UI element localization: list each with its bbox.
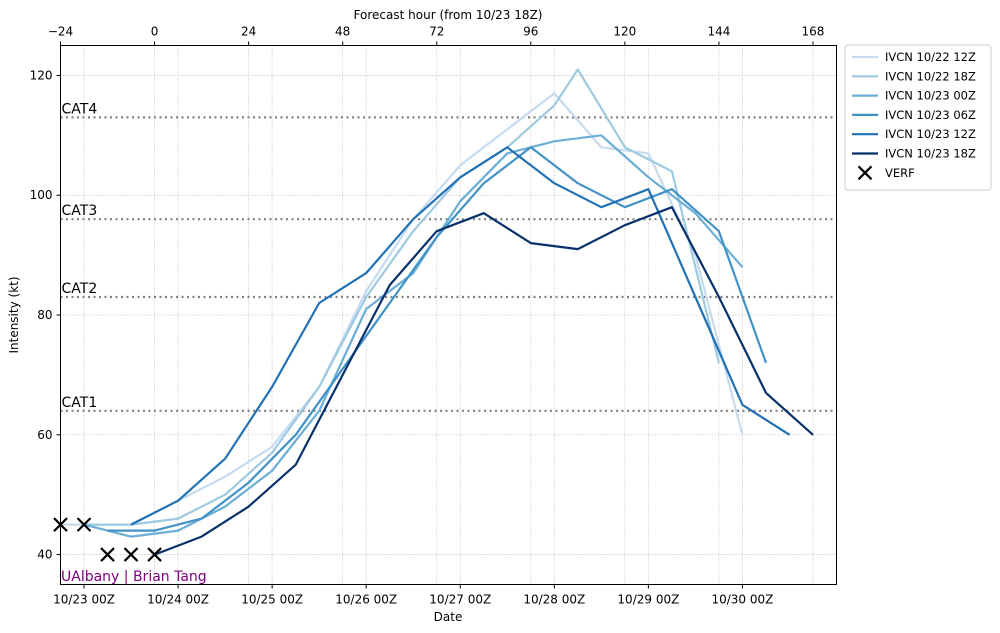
verf-marker-stroke xyxy=(147,547,162,562)
top-tick-label: 120 xyxy=(613,25,636,39)
x-tick-label: 10/23 00Z xyxy=(53,593,115,607)
verf-marker xyxy=(123,547,139,562)
legend: IVCN 10/22 12Z IVCN 10/22 18Z IVCN 10/23 0… xyxy=(844,44,992,191)
verification-markers xyxy=(53,517,162,562)
top-tick-label: 0 xyxy=(151,25,159,39)
x-tick-label: 10/29 00Z xyxy=(617,593,679,607)
series-line xyxy=(107,146,768,532)
x-tick-label: 10/27 00Z xyxy=(429,593,491,607)
category-label: CAT2 xyxy=(62,281,98,297)
category-label: CAT4 xyxy=(62,101,98,117)
category-lines: CAT1 CAT2 CAT3 CAT4 xyxy=(60,101,837,412)
x-axis-title: Date xyxy=(434,610,463,624)
legend-label: IVCN 10/23 00Z xyxy=(885,89,976,103)
category-label: CAT1 xyxy=(62,395,98,411)
verf-marker xyxy=(100,547,115,562)
verf-marker-stroke xyxy=(76,517,92,532)
plot-frame xyxy=(60,45,837,585)
series-lines xyxy=(60,68,814,556)
series-line xyxy=(154,206,814,556)
legend-verf-marker xyxy=(857,165,873,181)
legend-label: IVCN 10/23 12Z xyxy=(885,127,976,141)
y-tick-label: 100 xyxy=(30,188,53,202)
series-line xyxy=(83,134,744,538)
y-tick-label: 120 xyxy=(30,68,53,82)
top-tick-label: 48 xyxy=(335,25,350,39)
y-tick-label: 60 xyxy=(37,428,52,442)
top-tick-label: 168 xyxy=(802,25,825,39)
top-tick-label: −24 xyxy=(48,25,73,39)
series-line xyxy=(130,146,791,526)
verf-marker-stroke xyxy=(123,547,139,562)
verf-marker xyxy=(147,547,162,562)
top-tick-label: 72 xyxy=(429,25,444,39)
legend-label: IVCN 10/22 12Z xyxy=(885,50,976,64)
axis-ticks: 10/23 00Z 10/24 00Z 10/25 00Z 10/26 00Z 10/2… xyxy=(30,25,825,607)
x-tick-label: 10/26 00Z xyxy=(335,593,397,607)
legend-label: IVCN 10/22 18Z xyxy=(885,69,976,83)
x-tick-label: 10/28 00Z xyxy=(523,593,585,607)
series-line xyxy=(84,68,720,526)
legend-label: IVCN 10/23 06Z xyxy=(885,108,976,122)
top-tick-label: 96 xyxy=(523,25,538,39)
y-tick-label: 80 xyxy=(37,308,52,322)
series-line xyxy=(60,92,744,526)
x-tick-label: 10/24 00Z xyxy=(147,593,209,607)
legend-box xyxy=(844,44,992,191)
legend-label: IVCN 10/23 18Z xyxy=(885,147,976,161)
top-tick-label: 144 xyxy=(707,25,730,39)
legend-label: VERF xyxy=(885,166,915,180)
y-axis-title: Intensity (kt) xyxy=(7,276,21,353)
y-tick-label: 40 xyxy=(37,548,52,562)
verf-marker-stroke xyxy=(100,547,115,562)
x-tick-label: 10/30 00Z xyxy=(711,593,773,607)
verf-marker xyxy=(76,517,92,532)
grid xyxy=(60,45,837,585)
category-label: CAT3 xyxy=(62,203,98,219)
top-axis-title: Forecast hour (from 10/23 18Z) xyxy=(354,8,543,22)
credit-text: UAlbany | Brian Tang xyxy=(61,569,207,585)
x-tick-label: 10/25 00Z xyxy=(241,593,303,607)
top-tick-label: 24 xyxy=(241,25,256,39)
